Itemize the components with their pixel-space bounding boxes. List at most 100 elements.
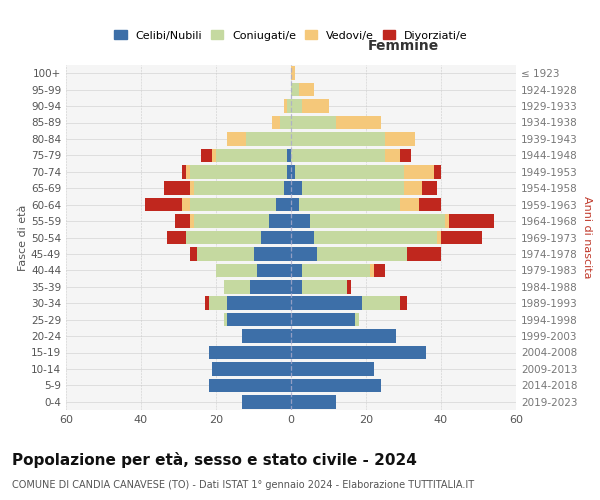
Bar [269,214,291,228]
Bar [205,296,209,310]
Bar [223,280,250,293]
Bar [190,198,276,211]
Bar [419,198,441,211]
Bar [291,378,381,392]
Bar [400,296,407,310]
Bar [291,313,355,326]
Text: COMUNE DI CANDIA CANAVESE (TO) - Dati ISTAT 1° gennaio 2024 - Elaborazione TUTTI: COMUNE DI CANDIA CANAVESE (TO) - Dati IS… [12,480,474,490]
Bar [302,182,404,195]
Bar [284,100,287,113]
Bar [347,280,351,293]
Bar [201,148,212,162]
Bar [212,362,291,376]
Bar [197,247,254,260]
Bar [370,264,373,277]
Bar [449,214,493,228]
Bar [254,247,291,260]
Bar [400,148,411,162]
Bar [261,231,291,244]
Bar [291,330,396,343]
Bar [175,214,190,228]
Bar [209,346,291,359]
Bar [302,264,370,277]
Bar [291,198,299,211]
Bar [257,264,291,277]
Bar [295,165,404,178]
Bar [404,182,422,195]
Bar [291,66,295,80]
Bar [246,132,291,145]
Bar [291,346,426,359]
Bar [186,231,261,244]
Bar [291,214,310,228]
Bar [242,330,291,343]
Bar [302,280,347,293]
Bar [212,148,216,162]
Bar [216,264,257,277]
Text: Popolazione per età, sesso e stato civile - 2024: Popolazione per età, sesso e stato civil… [12,452,417,468]
Bar [163,182,190,195]
Bar [216,148,287,162]
Bar [186,165,190,178]
Bar [422,182,437,195]
Bar [291,165,295,178]
Bar [291,231,314,244]
Bar [299,198,400,211]
Bar [314,231,437,244]
Bar [209,378,291,392]
Bar [280,116,291,129]
Bar [287,100,291,113]
Bar [299,83,314,96]
Bar [193,214,269,228]
Bar [373,264,385,277]
Bar [182,198,190,211]
Bar [355,313,359,326]
Bar [193,182,284,195]
Bar [190,247,197,260]
Bar [291,100,302,113]
Bar [190,165,287,178]
Text: Femmine: Femmine [368,39,439,53]
Bar [291,296,362,310]
Bar [145,198,182,211]
Bar [385,148,400,162]
Bar [223,313,227,326]
Bar [190,214,193,228]
Bar [317,247,407,260]
Bar [433,165,441,178]
Bar [276,198,291,211]
Bar [287,165,291,178]
Bar [287,148,291,162]
Bar [310,214,445,228]
Bar [441,231,482,244]
Bar [291,182,302,195]
Bar [182,165,186,178]
Y-axis label: Fasce di età: Fasce di età [18,204,28,270]
Bar [227,132,246,145]
Bar [407,247,441,260]
Bar [284,182,291,195]
Bar [227,313,291,326]
Bar [227,296,291,310]
Bar [242,395,291,408]
Bar [291,83,299,96]
Bar [167,231,186,244]
Bar [209,296,227,310]
Bar [385,132,415,145]
Bar [291,148,385,162]
Bar [336,116,381,129]
Bar [250,280,291,293]
Bar [291,116,336,129]
Bar [437,231,441,244]
Bar [362,296,400,310]
Legend: Celibi/Nubili, Coniugati/e, Vedovi/e, Divorziati/e: Celibi/Nubili, Coniugati/e, Vedovi/e, Di… [110,26,472,45]
Bar [302,100,329,113]
Bar [272,116,280,129]
Bar [400,198,419,211]
Bar [445,214,449,228]
Bar [291,132,385,145]
Y-axis label: Anni di nascita: Anni di nascita [581,196,592,279]
Bar [291,280,302,293]
Bar [190,182,193,195]
Bar [291,395,336,408]
